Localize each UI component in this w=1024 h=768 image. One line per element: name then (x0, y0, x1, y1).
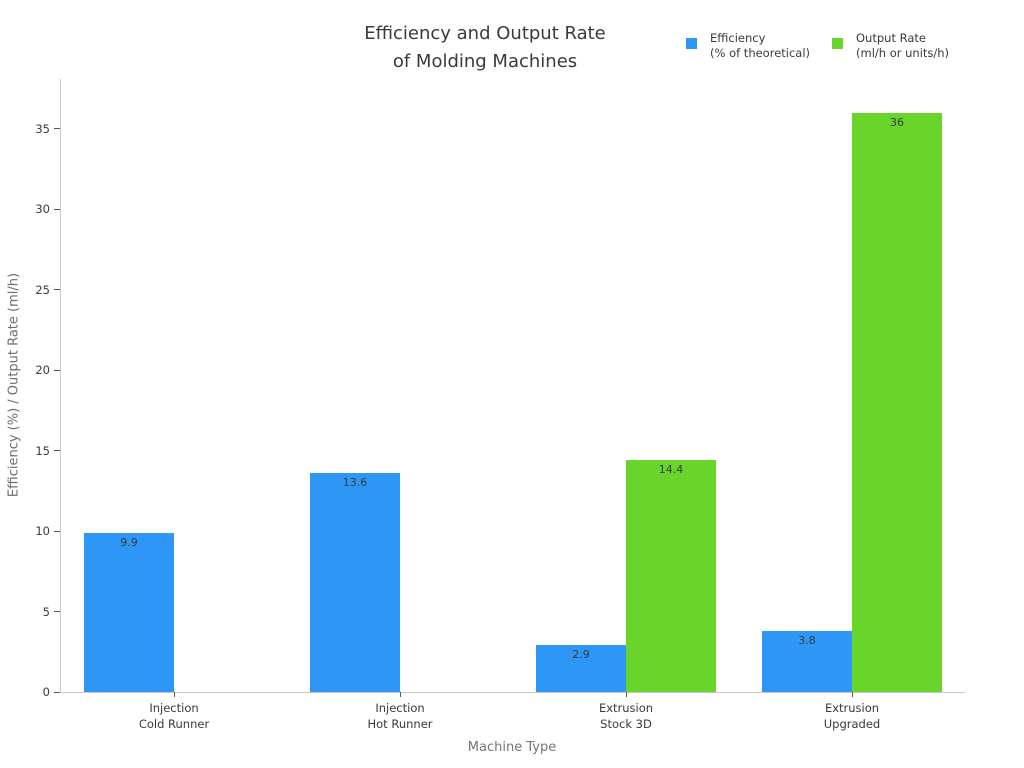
legend-label-output-rate: Output Rate (ml/h or units/h) (856, 31, 950, 60)
legend-swatch-output-rate-icon (832, 38, 843, 49)
bar-output-rate-2: 14.4 (626, 460, 716, 692)
x-tick (399, 692, 401, 697)
y-tick-label: 10 (35, 524, 50, 539)
y-tick (54, 128, 60, 130)
bar-value-label: 2.9 (572, 648, 590, 662)
bar-efficiency-3: 3.8 (762, 630, 852, 692)
x-tick (851, 692, 853, 697)
legend-label-efficiency: Efficiency (% of theoretical) (710, 31, 811, 60)
y-tick-label: 5 (42, 604, 50, 619)
bar-value-label: 9.9 (120, 535, 138, 549)
y-axis-label: Efficiency (%) / Output Rate (ml/h) (6, 272, 22, 498)
chart-title: Efficiency and Output Rate of Molding Ma… (364, 23, 606, 72)
y-tick-label: 20 (35, 363, 50, 378)
bar-efficiency-1: 13.6 (310, 473, 400, 692)
bar-value-label: 13.6 (342, 476, 368, 490)
x-tick-label: Injection Cold Runner (138, 701, 210, 731)
bar-output-rate-3: 36 (852, 112, 942, 692)
y-tick (54, 530, 60, 532)
y-tick (54, 289, 60, 291)
legend-item-output-rate: Output Rate (ml/h or units/h) (832, 31, 949, 61)
y-tick-label: 35 (35, 121, 50, 136)
legend-swatch-efficiency-icon (686, 38, 697, 49)
bar-efficiency-0: 9.9 (84, 532, 174, 692)
y-tick (54, 450, 60, 452)
plot-area: 0 5 10 15 20 25 30 35 Injection Cold Runner 9.9 In… (35, 79, 965, 731)
y-tick (54, 208, 60, 210)
bar-value-label: 36 (890, 115, 904, 129)
legend-item-efficiency: Efficiency (% of theoretical) (686, 31, 810, 61)
bar-value-label: 14.4 (658, 463, 684, 477)
x-tick-label: Injection Hot Runner (367, 701, 433, 731)
bar-value-label: 3.8 (798, 633, 816, 647)
y-tick-label: 30 (35, 202, 50, 217)
x-tick (173, 692, 175, 697)
y-tick-label: 15 (35, 443, 50, 458)
x-tick (625, 692, 627, 697)
y-tick-label: 25 (35, 282, 50, 297)
y-tick-label: 0 (42, 685, 50, 699)
bar-efficiency-2: 2.9 (536, 645, 626, 692)
y-tick (54, 611, 60, 613)
y-tick (54, 691, 60, 693)
y-tick (54, 369, 60, 371)
x-axis-label: Machine Type (467, 740, 557, 755)
x-tick-label: Extrusion Upgraded (823, 701, 881, 731)
x-tick-label: Extrusion Stock 3D (598, 701, 654, 731)
